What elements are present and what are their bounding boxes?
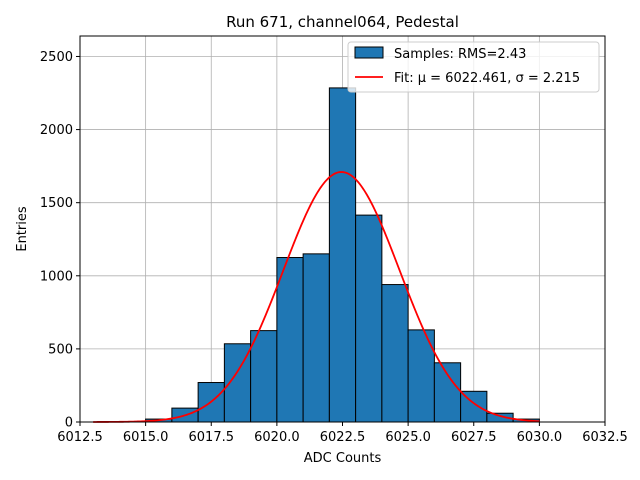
legend-box xyxy=(347,41,600,93)
histogram-bar xyxy=(355,214,383,423)
histogram-bar xyxy=(328,87,357,423)
x-tick-label: 6020.0 xyxy=(254,430,300,445)
x-tick-label: 6030.0 xyxy=(517,430,563,445)
legend-histogram-swatch xyxy=(354,46,384,59)
y-axis-label: Entries xyxy=(15,206,30,252)
y-tick-label: 1500 xyxy=(40,196,73,211)
y-tick-label: 500 xyxy=(48,342,73,357)
histogram-bar xyxy=(276,257,304,423)
histogram-bar xyxy=(433,362,462,423)
y-tick-label: 2500 xyxy=(40,50,73,65)
legend-fit-label: Fit: μ = 6022.461, σ = 2.215 xyxy=(394,71,580,86)
x-axis-label: ADC Counts xyxy=(304,451,382,466)
x-tick-label: 6022.5 xyxy=(320,430,366,445)
gaussian-fit-curve xyxy=(93,171,540,423)
histogram-bars xyxy=(145,87,540,423)
x-tick-label: 6027.5 xyxy=(451,430,497,445)
x-axis-ticks: 6012.5 6015.0 6017.5 6020.0 6022.5 6025.0 6027… xyxy=(57,422,628,445)
x-tick-label: 6032.5 xyxy=(582,430,628,445)
y-tick-label: 2000 xyxy=(40,123,73,138)
histogram-bar xyxy=(250,330,278,423)
x-tick-label: 6017.5 xyxy=(189,430,235,445)
chart-title: Run 671, channel064, Pedestal xyxy=(226,13,459,31)
x-tick-label: 6012.5 xyxy=(57,430,103,445)
fit-curve-group xyxy=(93,171,540,423)
legend: Samples: RMS=2.43 Fit: μ = 6022.461, σ =… xyxy=(347,41,600,93)
y-tick-label: 1000 xyxy=(40,269,73,284)
x-tick-label: 6025.0 xyxy=(385,430,431,445)
y-tick-label: 0 xyxy=(65,416,73,431)
legend-histogram-label: Samples: RMS=2.43 xyxy=(394,47,526,62)
y-axis-ticks: 0 500 1000 1500 2000 2500 xyxy=(40,50,80,431)
histogram-bar xyxy=(302,253,330,423)
histogram-bar xyxy=(381,284,409,423)
x-tick-label: 6015.0 xyxy=(123,430,169,445)
